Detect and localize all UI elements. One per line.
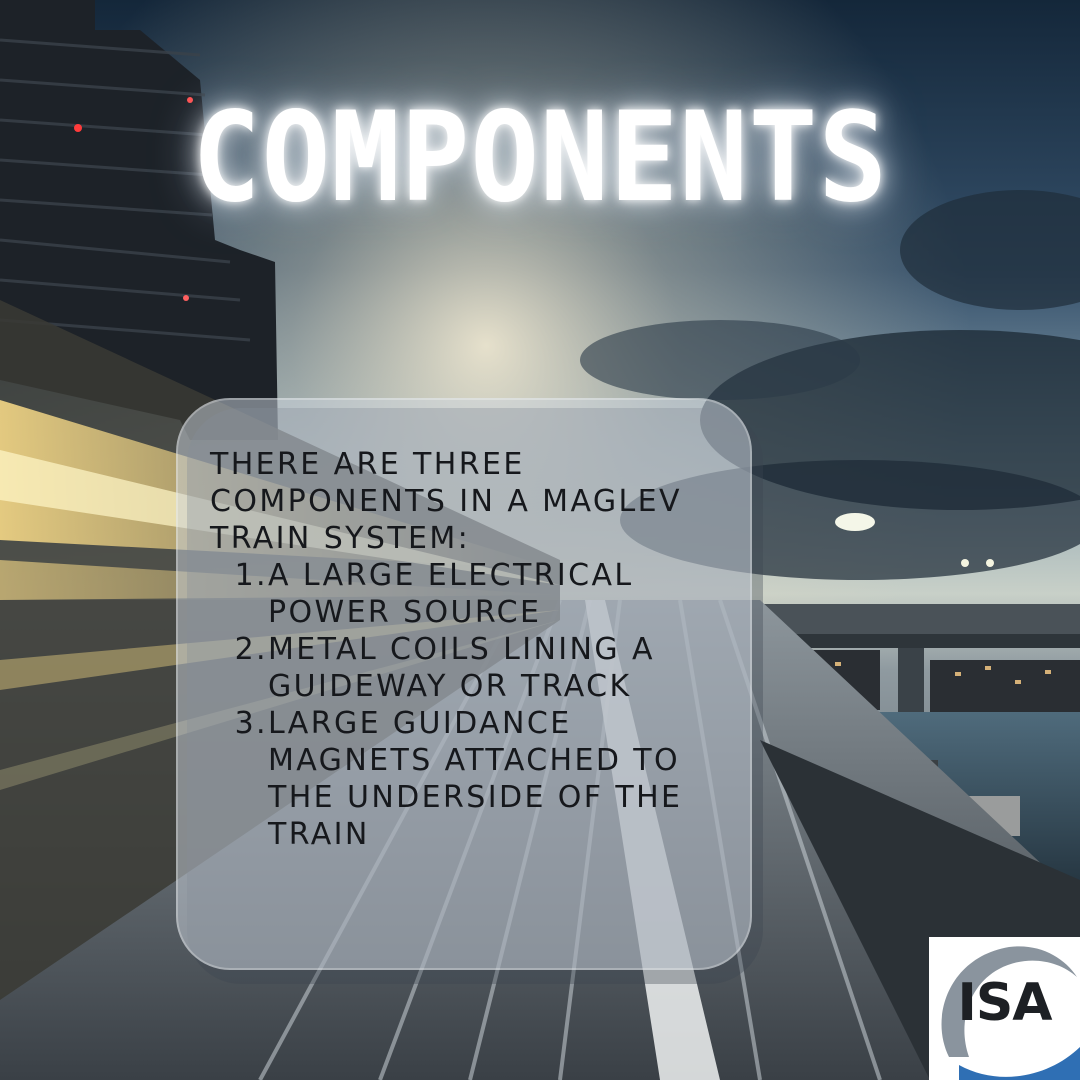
components-list: 1. A LARGE ELECTRICAL POWER SOURCE 2. ME… [210,557,730,853]
list-item-number: 2. [234,632,268,667]
list-item-text: METAL COILS LINING A GUIDEWAY OR TRACK [268,632,655,704]
info-panel [176,398,752,970]
page-title: COMPONENTS [191,86,889,230]
list-item-text: A LARGE ELECTRICAL POWER SOURCE [268,558,634,630]
list-item: 2. METAL COILS LINING A GUIDEWAY OR TRAC… [210,631,730,705]
panel-content: THERE ARE THREE COMPONENTS IN A MAGLEV T… [210,446,730,853]
list-item-number: 1. [234,558,268,593]
logo-text: ISA [957,973,1052,1033]
isa-logo: ISA [929,937,1080,1080]
panel-intro: THERE ARE THREE COMPONENTS IN A MAGLEV T… [210,447,682,556]
list-item: 3. LARGE GUIDANCE MAGNETS ATTACHED TO TH… [210,705,730,853]
list-item-text: LARGE GUIDANCE MAGNETS ATTACHED TO THE U… [268,706,683,852]
logo-swoosh-icon [941,946,1080,1080]
list-item-number: 3. [234,706,268,741]
list-item: 1. A LARGE ELECTRICAL POWER SOURCE [210,557,730,631]
